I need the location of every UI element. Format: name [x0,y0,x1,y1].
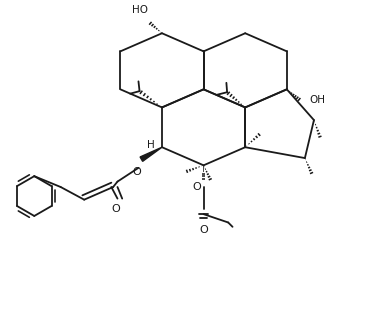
Polygon shape [140,147,162,161]
Text: O: O [193,182,201,192]
Text: O: O [111,204,120,215]
Text: OH: OH [309,95,326,105]
Text: O: O [132,167,141,177]
Text: H: H [147,140,154,150]
Text: O: O [199,225,208,235]
Text: HO: HO [132,5,148,15]
